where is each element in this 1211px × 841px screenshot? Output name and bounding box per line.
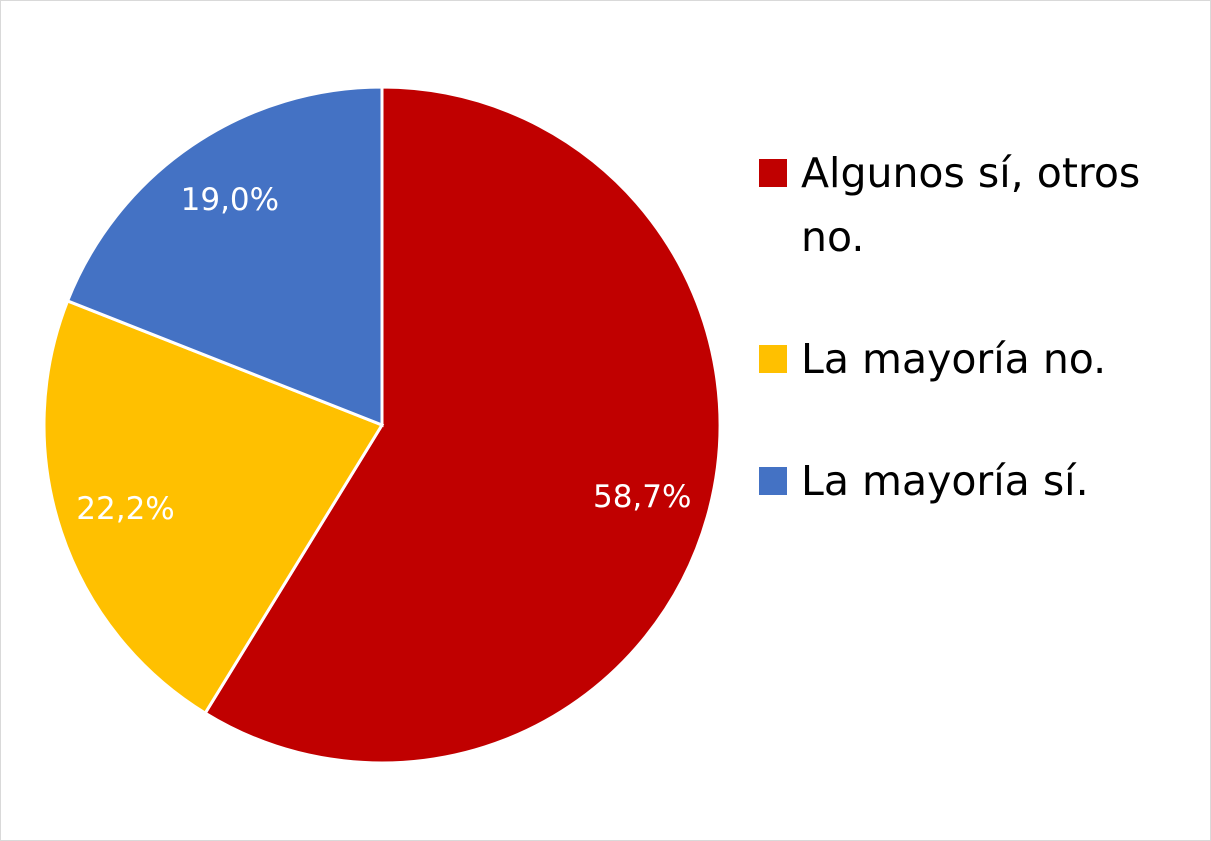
data-label: 58,7% [593, 479, 691, 515]
data-label: 19,0% [181, 182, 279, 218]
legend-swatch [759, 345, 787, 373]
legend-swatch [759, 467, 787, 495]
pie-slice [42, 299, 385, 716]
legend-item: Algunos sí, otros no. [759, 141, 1189, 269]
legend-item: La mayoría sí. [759, 449, 1189, 513]
legend-label: La mayoría no. [801, 335, 1107, 383]
legend-label: La mayoría sí. [801, 457, 1089, 505]
pie-slice [203, 85, 722, 765]
legend-item: La mayoría no. [759, 327, 1189, 391]
pie-slice [65, 85, 384, 428]
legend-swatch [759, 159, 787, 187]
data-label: 22,2% [76, 491, 174, 527]
legend: Algunos sí, otros no. La mayoría no. La ma… [759, 141, 1189, 571]
legend-label: Algunos sí, otros no. [801, 149, 1141, 261]
